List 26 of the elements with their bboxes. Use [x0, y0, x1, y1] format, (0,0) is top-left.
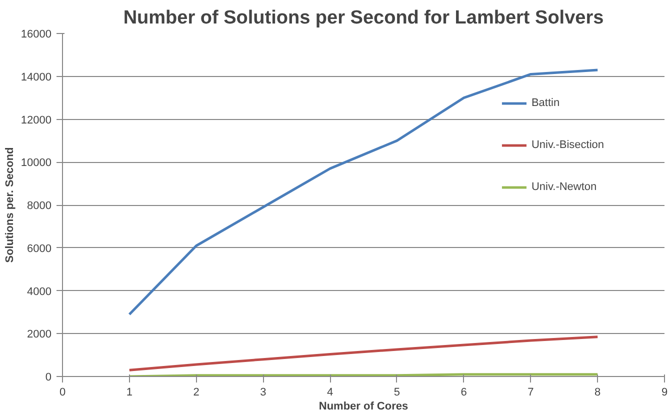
x-tick-label: 0 — [59, 386, 66, 398]
x-tick-label: 3 — [260, 386, 266, 398]
y-tick-label: 0 — [45, 372, 52, 384]
y-tick-label: 2000 — [27, 328, 52, 341]
y-tick-label: 8000 — [27, 200, 52, 212]
x-tick-label: 4 — [326, 386, 334, 398]
x-tick-label: 1 — [126, 386, 132, 398]
x-tick-label: 5 — [394, 386, 400, 398]
legend-label: Univ.-Newton — [531, 181, 597, 193]
y-tick-label: 6000 — [27, 242, 52, 255]
y-axis-title: Solutions per. Second — [4, 147, 16, 263]
x-tick-label: 7 — [528, 386, 534, 398]
legend-label: Univ.-Bisection — [531, 139, 604, 151]
y-tick-label: 16000 — [20, 28, 52, 40]
x-axis-title: Number of Cores — [318, 400, 408, 412]
x-tick-label: 2 — [193, 386, 200, 398]
y-tick-label: 14000 — [20, 71, 52, 84]
y-tick-label: 4000 — [27, 286, 52, 298]
x-tick-label: 8 — [594, 386, 601, 398]
line-series — [128, 336, 599, 372]
y-tick-label: 12000 — [20, 114, 52, 126]
y-tick-label: 10000 — [20, 157, 52, 170]
x-tick-label: 9 — [661, 386, 668, 398]
chart-title: Number of Solutions per Second for Lambert Solvers — [123, 8, 604, 28]
legend-label: Battin — [531, 97, 560, 109]
x-tick-label: 6 — [460, 386, 467, 398]
